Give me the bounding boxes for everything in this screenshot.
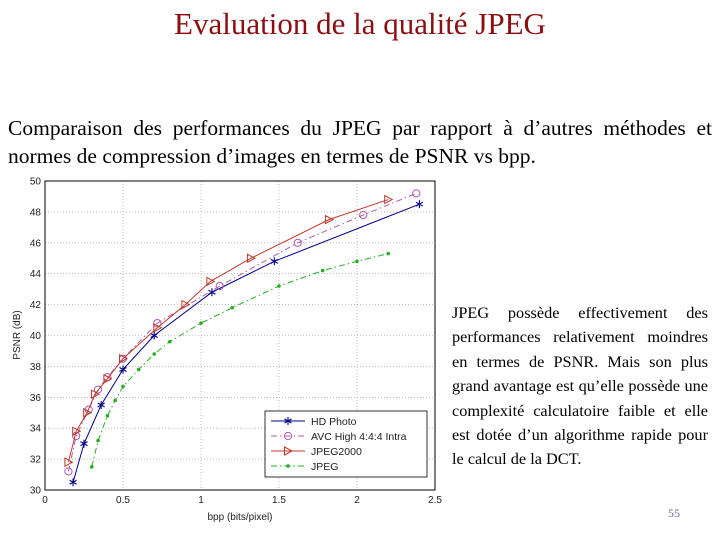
chart-ticks: 0 0.5 1 1.5 2 2.5 30 32 34 36 38 40 42 44 46 48 50 <box>30 177 443 507</box>
series-3 <box>64 194 394 468</box>
x-axis-label: bpp (bits/pixel) <box>207 512 272 523</box>
legend-box <box>264 410 428 478</box>
series-1 <box>69 200 424 487</box>
dot-marker <box>230 305 234 310</box>
x-tick-label: 0.5 <box>116 495 130 506</box>
legend-entry: AVC High 4:4:4 Intra <box>271 431 407 443</box>
circle-marker <box>359 210 368 220</box>
legend-label: JPEG <box>311 461 338 473</box>
y-tick-label: 50 <box>30 177 42 188</box>
intro-paragraph: Comparaison des performances du JPEG par… <box>8 116 712 168</box>
x-tick-label: 2 <box>354 495 360 506</box>
note-paragraph: JPEG possède effectivement des performan… <box>452 303 708 469</box>
y-tick-label: 48 <box>30 207 42 218</box>
triangle-marker <box>153 322 163 333</box>
star-marker <box>97 401 105 410</box>
triangle-marker <box>384 194 394 205</box>
triangle-marker <box>246 253 256 264</box>
legend-entry: HD Photo <box>271 416 357 428</box>
dot-marker <box>355 259 359 264</box>
dot-marker <box>113 398 117 403</box>
y-tick-label: 44 <box>30 269 42 280</box>
legend-label: AVC High 4:4:4 Intra <box>311 431 407 443</box>
y-tick-label: 38 <box>30 362 42 373</box>
star-marker <box>80 439 88 448</box>
legend-entry: JPEG <box>271 461 338 473</box>
dot-marker <box>277 284 281 288</box>
triangle-marker <box>119 353 129 364</box>
circle-marker <box>64 467 73 476</box>
legend-entry: JPEG2000 <box>271 446 362 458</box>
chart-legend: HD Photo AVC High 4:4:4 Intra JPEG2000 JPEG <box>264 410 428 478</box>
circle-marker <box>283 431 293 441</box>
triangle-marker <box>72 426 82 437</box>
star-marker <box>119 365 127 374</box>
psnr-bpp-chart: 0 0.5 1 1.5 2 2.5 30 32 34 36 38 40 42 44 46 48 50 HD Ph… <box>12 177 443 524</box>
y-tick-label: 36 <box>30 393 42 404</box>
dot-marker <box>199 321 203 325</box>
dot-marker <box>96 438 100 443</box>
y-axis-label: PSNR (dB) <box>12 310 23 359</box>
triangle-marker <box>64 457 74 468</box>
dot-marker <box>286 464 290 468</box>
circle-marker <box>153 319 162 328</box>
y-tick-label: 40 <box>30 331 42 342</box>
dot-marker <box>320 268 325 273</box>
chart-series <box>64 189 424 487</box>
star-marker <box>284 417 292 425</box>
page-number: 55 <box>668 506 680 520</box>
legend-label: HD Photo <box>311 416 357 428</box>
y-tick-label: 34 <box>30 424 42 435</box>
plot-frame <box>44 180 436 491</box>
y-tick-label: 32 <box>30 455 42 466</box>
x-tick-label: 0 <box>42 495 48 506</box>
legend-label: JPEG2000 <box>311 446 362 458</box>
star-marker <box>270 257 279 266</box>
series-line <box>72 203 420 483</box>
triangle-marker <box>206 276 216 287</box>
star-marker <box>150 331 158 340</box>
star-marker <box>415 200 424 209</box>
triangle-marker <box>90 389 100 400</box>
dot-marker <box>168 339 172 344</box>
series-4 <box>90 251 391 469</box>
slide-title: Evaluation de la qualité JPEG <box>174 6 546 41</box>
triangle-marker <box>284 446 294 456</box>
y-tick-label: 30 <box>30 486 42 497</box>
star-marker <box>69 478 77 487</box>
x-tick-label: 1.5 <box>272 495 286 506</box>
dot-marker <box>121 384 125 389</box>
y-tick-label: 46 <box>30 238 42 249</box>
dot-marker <box>105 414 110 418</box>
dot-marker <box>136 367 141 372</box>
triangle-marker <box>324 214 334 225</box>
y-tick-label: 42 <box>30 300 42 311</box>
triangle-marker <box>83 407 93 418</box>
series-line <box>91 253 389 467</box>
triangle-marker <box>103 373 113 384</box>
circle-marker <box>215 281 224 291</box>
dot-marker <box>90 465 94 469</box>
star-marker <box>208 288 216 297</box>
triangle-marker <box>181 299 191 310</box>
x-tick-label: 1 <box>198 495 204 506</box>
circle-marker <box>412 189 421 198</box>
dot-marker <box>386 251 391 256</box>
circle-marker <box>293 238 302 247</box>
chart-grid <box>45 181 435 490</box>
x-tick-label: 2.5 <box>428 495 442 506</box>
dot-marker <box>152 352 156 356</box>
